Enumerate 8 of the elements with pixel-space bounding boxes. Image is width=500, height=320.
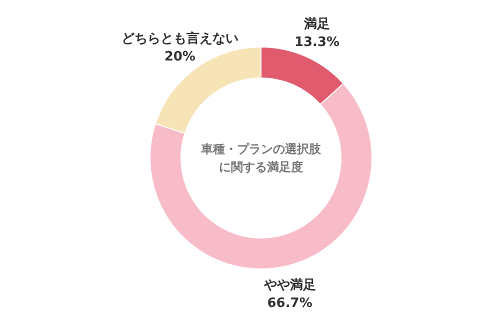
slice-label: 満足: [303, 16, 330, 32]
data-label: 66.7%: [267, 296, 312, 311]
data-label: 20%: [164, 49, 196, 64]
slice-label: やや満足: [262, 278, 316, 293]
text: に関する満足度: [219, 160, 303, 174]
data-label: 13.3%: [294, 34, 340, 50]
text: 車種・プランの選択肢: [200, 142, 322, 156]
slice-label: どちらとも言えない: [121, 30, 238, 46]
